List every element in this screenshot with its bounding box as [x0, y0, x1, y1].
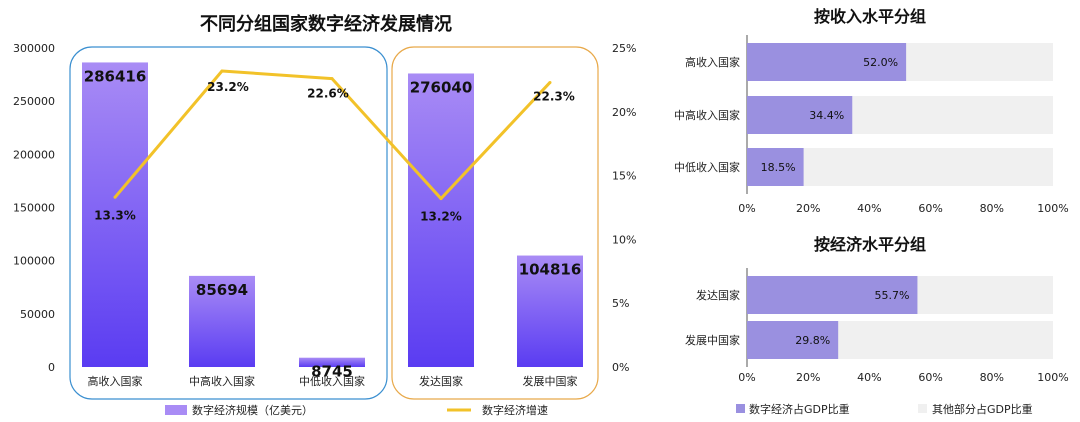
bar-value-label: 276040 [410, 78, 473, 96]
legends: 数字经济规模（亿美元） 数字经济增速 数字经济占GDP比重 其他部分占GDP比重 [165, 402, 1033, 417]
category-label: 中高收入国家 [674, 108, 740, 122]
growth-value-label: 13.3% [94, 208, 136, 222]
growth-point [113, 195, 117, 199]
growth-value-label: 22.6% [307, 87, 349, 101]
x-tick-label: 60% [918, 371, 942, 384]
category-label: 高收入国家 [88, 374, 143, 388]
y-tick-label: 50000 [20, 308, 55, 321]
bar-value-label: 18.5% [761, 161, 796, 174]
category-label: 中高收入国家 [189, 374, 255, 388]
y-tick-label: 300000 [13, 42, 55, 55]
category-label: 中低收入国家 [674, 160, 740, 174]
category-label: 发展中国家 [685, 333, 740, 347]
y2-tick-label: 10% [612, 233, 636, 246]
bar [747, 43, 907, 81]
y-tick-label: 250000 [13, 95, 55, 108]
growth-point [330, 77, 334, 81]
legend-swatch-other [918, 404, 927, 413]
bar-value-label: 34.4% [809, 109, 844, 122]
x-tick-label: 20% [796, 371, 820, 384]
bar-value-label: 55.7% [874, 289, 909, 302]
growth-value-label: 13.2% [420, 210, 462, 224]
bar [747, 276, 918, 314]
income-group-chart: 按收入水平分组 52.0% 高收入国家 34.4% 中高收入国家 18.5% 中低收入国家 0… [674, 7, 1069, 215]
x-tick-label: 80% [980, 202, 1004, 215]
category-label: 发达国家 [696, 288, 740, 302]
category-label: 发展中国家 [523, 374, 578, 388]
legend-label-growth: 数字经济增速 [482, 403, 548, 417]
category-label: 中低收入国家 [299, 374, 365, 388]
x-tick-label: 100% [1037, 371, 1068, 384]
bar-value-label: 8745 [311, 363, 353, 381]
bar [747, 148, 804, 186]
growth-value-label: 22.3% [533, 89, 575, 103]
chart-title: 按收入水平分组 [814, 7, 926, 26]
y-tick-label: 150000 [13, 202, 55, 215]
legend-swatch-scale [165, 405, 187, 415]
legend-swatch-digital [736, 404, 745, 413]
x-tick-label: 40% [857, 202, 881, 215]
y-tick-label: 100000 [13, 255, 55, 268]
group-box-income [69, 46, 388, 400]
category-label: 高收入国家 [685, 55, 740, 69]
y2-tick-label: 0% [612, 361, 629, 374]
bar-value-label: 52.0% [863, 56, 898, 69]
bar-value-label: 29.8% [795, 334, 830, 347]
x-tick-label: 20% [796, 202, 820, 215]
x-tick-label: 80% [980, 371, 1004, 384]
y2-tick-label: 15% [612, 170, 636, 183]
category-label: 发达国家 [419, 374, 463, 388]
bar [747, 96, 853, 134]
y-tick-label: 0 [48, 361, 55, 374]
y-tick-label: 200000 [13, 148, 55, 161]
y2-tick-label: 25% [612, 42, 636, 55]
legend-label-scale: 数字经济规模（亿美元） [192, 403, 313, 417]
bar [189, 275, 255, 367]
bar [82, 62, 148, 367]
economy-group-chart: 按经济水平分组 55.7% 发达国家 29.8% 发展中国家 0% 20% 40% 60% 80%… [685, 235, 1069, 384]
bar-value-label: 286416 [84, 67, 147, 85]
group-box-economy [391, 46, 599, 400]
y2-tick-label: 20% [612, 106, 636, 119]
chart-title: 按经济水平分组 [814, 235, 926, 254]
x-tick-label: 0% [738, 202, 755, 215]
main-combo-chart: 不同分组国家数字经济发展情况 0 50000 100000 150000 200000 25… [13, 13, 636, 400]
bar-value-label: 85694 [196, 281, 248, 299]
legend-label-other: 其他部分占GDP比重 [932, 402, 1033, 416]
bar [299, 357, 365, 367]
main-chart-title: 不同分组国家数字经济发展情况 [200, 13, 452, 35]
x-tick-label: 0% [738, 371, 755, 384]
bar-value-label: 104816 [519, 261, 582, 279]
y2-tick-label: 5% [612, 297, 629, 310]
x-tick-label: 60% [918, 202, 942, 215]
bar [747, 321, 839, 359]
x-tick-label: 40% [857, 371, 881, 384]
bar [517, 255, 583, 367]
growth-point [548, 80, 552, 84]
growth-value-label: 23.2% [207, 80, 249, 94]
growth-point [439, 197, 443, 201]
x-tick-label: 100% [1037, 202, 1068, 215]
growth-point [220, 69, 224, 73]
bar [408, 73, 474, 367]
legend-label-digital: 数字经济占GDP比重 [749, 402, 850, 416]
